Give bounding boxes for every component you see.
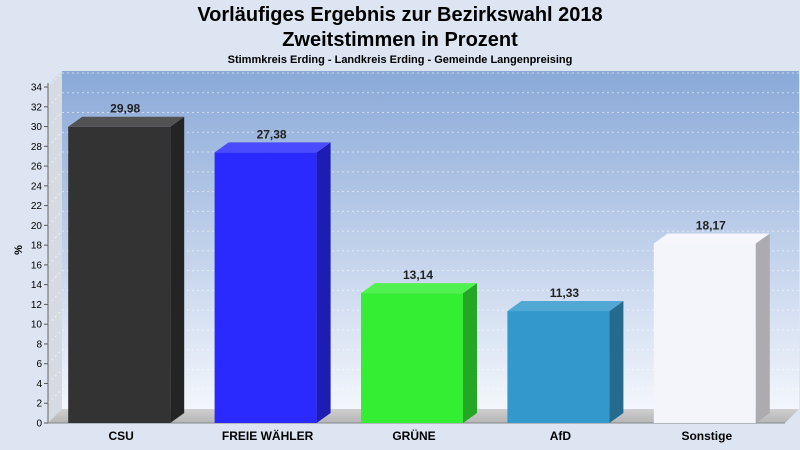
chart-title: Vorläufiges Ergebnis zur Bezirkswahl 201… bbox=[197, 4, 603, 26]
y-tick-label: 30 bbox=[31, 122, 43, 133]
bar-front bbox=[361, 293, 463, 423]
bar-sonstige bbox=[653, 233, 770, 423]
y-tick-label: 0 bbox=[36, 419, 42, 430]
x-tick-label: CSU bbox=[109, 429, 134, 443]
gridline-side bbox=[47, 349, 63, 365]
bar-front bbox=[214, 152, 317, 423]
bar-side bbox=[609, 301, 624, 423]
y-tick-label: 8 bbox=[36, 339, 42, 350]
gridline-side bbox=[47, 171, 63, 187]
gridline-side bbox=[47, 72, 63, 88]
x-tick-label: GRÜNE bbox=[392, 428, 435, 443]
bar-front bbox=[653, 243, 756, 423]
x-tick-label: FREIE WÄHLER bbox=[222, 428, 314, 443]
gridline-side bbox=[47, 290, 63, 305]
gridline-side bbox=[47, 191, 63, 206]
gridline-side bbox=[47, 329, 63, 345]
gridline-side bbox=[47, 131, 63, 147]
bar-csu bbox=[68, 116, 185, 424]
y-axis-title: % bbox=[13, 245, 25, 255]
bar-top bbox=[214, 142, 331, 153]
y-tick-label: 14 bbox=[31, 280, 43, 291]
y-tick-label: 20 bbox=[31, 221, 43, 232]
bar-freie-wähler bbox=[214, 142, 331, 423]
gridline-side bbox=[47, 309, 63, 325]
bar-side bbox=[755, 233, 770, 423]
bar-top bbox=[361, 283, 477, 294]
chart-subtitle: Stimmkreis Erding - Landkreis Erding - G… bbox=[227, 54, 573, 66]
bar-top bbox=[68, 116, 185, 127]
gridline-side bbox=[47, 388, 63, 404]
bar-top bbox=[507, 301, 624, 312]
y-tick-label: 28 bbox=[31, 142, 43, 153]
y-tick-label: 12 bbox=[31, 300, 43, 311]
y-tick-label: 16 bbox=[31, 260, 43, 271]
y-tick-label: 26 bbox=[31, 162, 43, 173]
gridline-side bbox=[47, 92, 63, 108]
gridline-side bbox=[47, 250, 63, 266]
plot-side-wall bbox=[48, 71, 62, 423]
y-tick-label: 6 bbox=[36, 359, 42, 370]
chart-title-line2: Zweitstimmen in Prozent bbox=[282, 29, 518, 51]
bar-afd bbox=[507, 301, 624, 423]
gridline-side bbox=[47, 210, 63, 226]
bar-grüne bbox=[361, 283, 477, 423]
bar-value-label: 27,38 bbox=[257, 127, 287, 141]
bar-top bbox=[653, 233, 770, 244]
bar-side bbox=[316, 142, 331, 423]
bar-value-label: 18,17 bbox=[696, 218, 726, 232]
gridline-side bbox=[47, 369, 63, 384]
bar-front bbox=[68, 126, 171, 424]
bar-front bbox=[507, 311, 610, 423]
x-tick-label: AfD bbox=[550, 429, 572, 443]
y-tick-label: 2 bbox=[36, 399, 42, 410]
gridline-side bbox=[47, 112, 63, 127]
bar-side bbox=[170, 116, 185, 424]
bar-side bbox=[463, 283, 477, 423]
y-tick-label: 24 bbox=[31, 181, 43, 192]
bar-value-label: 13,14 bbox=[403, 268, 433, 282]
bar-value-label: 11,33 bbox=[550, 286, 580, 300]
gridline-side bbox=[47, 230, 63, 246]
gridline-side bbox=[47, 151, 63, 167]
x-tick-label: Sonstige bbox=[681, 429, 732, 443]
y-tick-label: 18 bbox=[31, 241, 43, 252]
y-tick-label: 34 bbox=[31, 83, 43, 94]
y-tick-label: 10 bbox=[31, 320, 43, 331]
y-tick-label: 32 bbox=[31, 102, 43, 113]
y-tick-label: 4 bbox=[36, 379, 42, 390]
bar-value-label: 29,98 bbox=[110, 102, 140, 116]
gridline-side bbox=[47, 270, 63, 286]
y-tick-label: 22 bbox=[31, 201, 43, 212]
